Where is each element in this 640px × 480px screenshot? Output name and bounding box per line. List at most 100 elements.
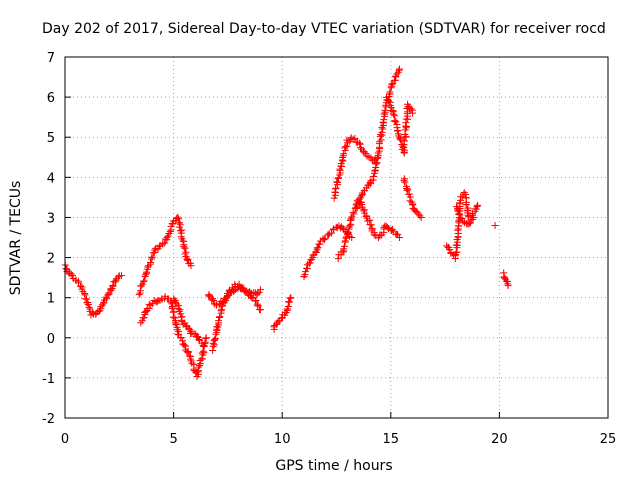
- data-point-satellite-track-15: [459, 217, 467, 225]
- y-tick-label: 1: [47, 292, 55, 307]
- data-point-satellite-track-10: [350, 210, 358, 218]
- data-point-satellite-track-8: [314, 244, 322, 252]
- data-point-satellite-track-10: [381, 106, 389, 114]
- data-point-satellite-track-17: [500, 274, 508, 282]
- y-tick-label: 0: [47, 332, 55, 347]
- data-point-satellite-track-10: [339, 248, 347, 256]
- data-point-satellite-track-11: [367, 221, 375, 229]
- data-point-satellite-track-3: [186, 352, 194, 360]
- data-point-satellite-track-5: [230, 287, 238, 295]
- data-point-satellite-track-9: [357, 144, 365, 152]
- data-point-satellite-track-13: [403, 185, 411, 193]
- data-point-satellite-track-9: [349, 135, 357, 143]
- data-point-satellite-track-5: [209, 347, 217, 355]
- data-point-satellite-track-6: [240, 284, 248, 292]
- data-point-satellite-track-1: [85, 303, 93, 311]
- data-point-satellite-track-3: [145, 300, 153, 308]
- chart-title: Day 202 of 2017, Sidereal Day-to-day VTE…: [42, 21, 606, 37]
- data-point-satellite-track-3: [198, 355, 206, 363]
- data-point-satellite-track-10: [346, 222, 354, 230]
- data-point-satellite-track-5: [253, 300, 261, 308]
- data-point-satellite-track-3: [195, 363, 203, 371]
- data-point-satellite-track-10: [386, 88, 394, 96]
- data-point-satellite-track-13: [416, 212, 424, 220]
- data-point-satellite-track-3: [180, 341, 188, 349]
- data-point-satellite-track-4: [195, 335, 203, 343]
- x-axis-label: GPS time / hours: [275, 458, 392, 474]
- data-point-satellite-track-3: [196, 362, 204, 370]
- data-point-satellite-track-11: [353, 203, 361, 211]
- data-point-satellite-track-13: [405, 190, 413, 198]
- data-point-satellite-track-8: [316, 240, 324, 248]
- data-point-satellite-track-8: [324, 231, 332, 239]
- data-point-satellite-track-3: [168, 305, 176, 313]
- data-point-satellite-track-2: [140, 277, 148, 285]
- y-tick-label: 4: [47, 171, 55, 186]
- data-point-satellite-track-9: [340, 150, 348, 158]
- data-point-satellite-track-8: [348, 234, 356, 241]
- data-point-satellite-track-9: [333, 179, 341, 187]
- data-point-satellite-track-9: [347, 134, 355, 142]
- data-point-satellite-track-9: [331, 188, 339, 196]
- y-tick-label: 5: [47, 131, 55, 146]
- data-point-satellite-track-5: [216, 313, 224, 321]
- data-point-satellite-track-10: [344, 229, 352, 237]
- data-point-satellite-track-2: [143, 268, 151, 276]
- data-point-satellite-track-11: [383, 223, 391, 231]
- data-point-satellite-track-10: [343, 230, 351, 238]
- data-point-satellite-track-5: [254, 302, 262, 310]
- data-point-satellite-track-11: [353, 204, 361, 212]
- data-point-satellite-track-9: [339, 154, 347, 162]
- data-point-satellite-track-5: [211, 336, 219, 344]
- data-point-satellite-track-12: [385, 98, 393, 106]
- data-point-satellite-track-1: [112, 276, 120, 284]
- data-point-satellite-track-10: [347, 214, 355, 222]
- data-point-satellite-track-11: [358, 204, 366, 212]
- data-point-satellite-track-13: [417, 213, 425, 221]
- data-point-satellite-track-3: [194, 368, 202, 376]
- data-point-satellite-track-2: [141, 273, 149, 281]
- data-point-satellite-track-14: [452, 241, 460, 249]
- data-point-satellite-track-15: [456, 211, 464, 219]
- data-point-satellite-track-10: [371, 167, 379, 175]
- data-point-satellite-track-8: [306, 259, 314, 267]
- data-point-satellite-track-10: [395, 65, 403, 73]
- data-point-satellite-track-5: [215, 317, 223, 325]
- data-point-satellite-track-17: [504, 282, 512, 290]
- data-point-satellite-track-1: [68, 271, 76, 279]
- data-point-satellite-track-10: [388, 80, 396, 88]
- x-tick-label: 0: [61, 432, 69, 447]
- data-point-satellite-track-12: [400, 137, 408, 145]
- data-point-satellite-track-1: [97, 303, 105, 311]
- data-point-satellite-track-15: [455, 209, 463, 217]
- data-point-satellite-track-6: [256, 286, 264, 294]
- data-point-satellite-track-1: [117, 272, 125, 280]
- data-point-satellite-track-7: [285, 298, 293, 306]
- data-point-satellite-track-3: [140, 314, 148, 322]
- data-point-satellite-track-10: [340, 242, 348, 250]
- data-point-satellite-track-7: [287, 294, 295, 302]
- data-point-satellite-track-9: [333, 178, 341, 186]
- data-point-satellite-track-8: [320, 236, 328, 244]
- data-point-satellite-track-10: [391, 76, 399, 84]
- data-point-satellite-track-5: [256, 306, 264, 314]
- data-point-satellite-track-11: [395, 234, 403, 241]
- y-axis-ticks: -2 -1 0 1 2 3 4 5 6 7: [42, 51, 71, 427]
- data-point-satellite-track-10: [378, 123, 386, 131]
- data-point-satellite-track-13: [400, 176, 408, 184]
- data-point-satellite-track-6: [205, 292, 213, 300]
- data-point-satellite-track-10: [379, 125, 387, 133]
- data-point-satellite-track-9: [360, 148, 368, 156]
- data-point-satellite-track-7: [285, 298, 293, 306]
- data-point-satellite-track-7: [277, 314, 285, 322]
- data-point-satellite-track-6: [208, 296, 216, 304]
- data-point-satellite-track-2: [183, 255, 191, 263]
- data-point-satellite-track-8: [300, 273, 308, 280]
- data-point-satellite-track-2: [166, 228, 174, 236]
- data-point-satellite-track-9: [342, 143, 350, 151]
- data-point-satellite-track-2: [151, 246, 159, 254]
- data-point-satellite-track-3: [147, 301, 155, 309]
- data-point-satellite-track-2: [184, 256, 192, 264]
- data-point-satellite-track-15: [452, 203, 460, 211]
